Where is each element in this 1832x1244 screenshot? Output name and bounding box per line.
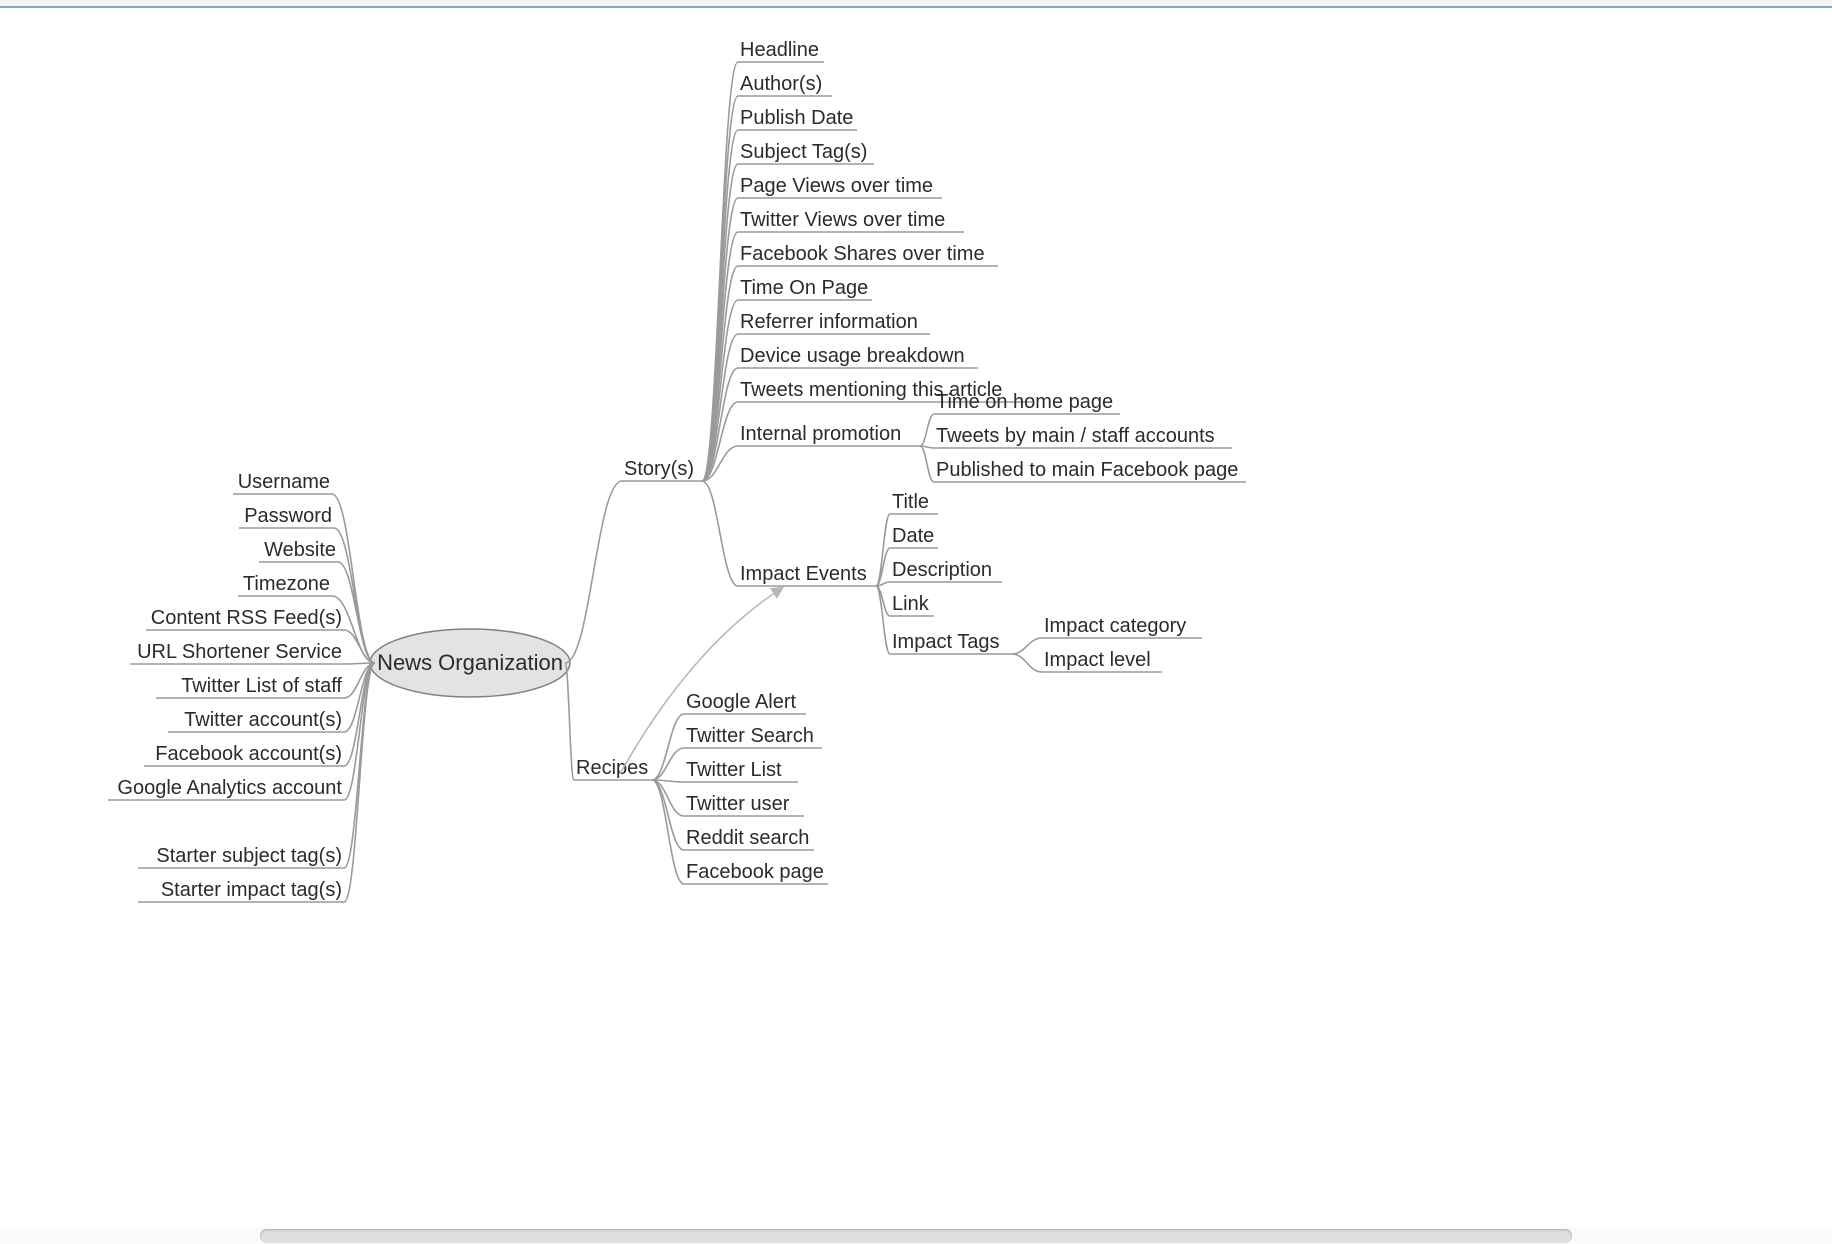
node-0-4[interactable]: Page Views over time (740, 175, 933, 197)
window-titlebar-stub (0, 0, 1832, 8)
node-1-5[interactable]: Facebook page (686, 861, 824, 883)
node-0-3[interactable]: Subject Tag(s) (740, 141, 867, 163)
node-0-12-0[interactable]: Title (892, 491, 929, 513)
left-node-5[interactable]: URL Shortener Service (137, 641, 342, 663)
node-0-1[interactable]: Author(s) (740, 73, 822, 95)
node-0-7[interactable]: Time On Page (740, 277, 868, 299)
left-edge-8 (344, 663, 375, 766)
node-1-4[interactable]: Reddit search (686, 827, 809, 849)
mindmap-canvas: News Organization Username Password Website… (0, 8, 1832, 1244)
edge-1-5 (652, 780, 684, 884)
edge-0-12 (702, 481, 738, 586)
mindmap-svg: News Organization Username Password Website… (0, 8, 1832, 1228)
node-0-11-1[interactable]: Tweets by main / staff accounts (936, 425, 1215, 447)
node-0-0[interactable]: Headline (740, 39, 819, 61)
edge-1-0 (652, 714, 684, 780)
node-0-6[interactable]: Facebook Shares over time (740, 243, 985, 265)
node-0-12-4-0[interactable]: Impact category (1044, 615, 1186, 637)
node-1-0[interactable]: Google Alert (686, 691, 797, 713)
horizontal-scrollbar[interactable] (0, 1228, 1832, 1244)
left-node-2[interactable]: Website (264, 539, 336, 561)
edge-1 (565, 663, 574, 780)
edge-0-12-4-1 (1012, 654, 1042, 672)
edge-0-12-4 (876, 586, 890, 654)
left-node-6[interactable]: Twitter List of staff (181, 675, 342, 697)
node-0-12-4-1[interactable]: Impact level (1044, 649, 1151, 671)
node-0-12-1[interactable]: Date (892, 525, 934, 547)
node-0-5[interactable]: Twitter Views over time (740, 209, 945, 231)
node-0-12-3[interactable]: Link (892, 593, 930, 615)
node-1-3[interactable]: Twitter user (686, 793, 790, 815)
node-1-1[interactable]: Twitter Search (686, 725, 814, 747)
left-node-7[interactable]: Twitter account(s) (184, 709, 342, 731)
left-edge-2 (338, 562, 375, 663)
edge-1-1 (652, 748, 684, 780)
scrollbar-thumb[interactable] (260, 1229, 1572, 1243)
left-node-1[interactable]: Password (244, 505, 332, 527)
left-node-10[interactable]: Starter subject tag(s) (156, 845, 342, 867)
left-node-0[interactable]: Username (238, 471, 330, 493)
node-0-11-2[interactable]: Published to main Facebook page (936, 459, 1238, 481)
node-0[interactable]: Story(s) (624, 458, 694, 480)
left-node-4[interactable]: Content RSS Feed(s) (151, 607, 342, 629)
edge-0 (565, 481, 622, 663)
left-node-11[interactable]: Starter impact tag(s) (161, 879, 342, 901)
node-0-12-2[interactable]: Description (892, 559, 992, 581)
node-0-12[interactable]: Impact Events (740, 563, 867, 585)
node-0-12-4[interactable]: Impact Tags (892, 631, 999, 653)
edge-0-11-2 (920, 446, 934, 482)
edge-0-11-0 (920, 414, 934, 446)
node-1[interactable]: Recipes (576, 757, 648, 779)
edge-0-12-4-0 (1012, 638, 1042, 654)
node-1-2[interactable]: Twitter List (686, 759, 782, 781)
left-edge-10 (344, 663, 375, 868)
left-edge-0 (332, 494, 375, 663)
node-0-9[interactable]: Device usage breakdown (740, 345, 965, 367)
node-0-11[interactable]: Internal promotion (740, 423, 901, 445)
left-node-8[interactable]: Facebook account(s) (155, 743, 342, 765)
left-node-9[interactable]: Google Analytics account (117, 777, 342, 799)
left-node-3[interactable]: Timezone (243, 573, 330, 595)
root-label: News Organization (377, 650, 563, 675)
node-0-8[interactable]: Referrer information (740, 311, 918, 333)
edge-0-0 (702, 62, 738, 481)
node-0-2[interactable]: Publish Date (740, 107, 853, 129)
node-0-11-0[interactable]: Time on home page (936, 391, 1113, 413)
